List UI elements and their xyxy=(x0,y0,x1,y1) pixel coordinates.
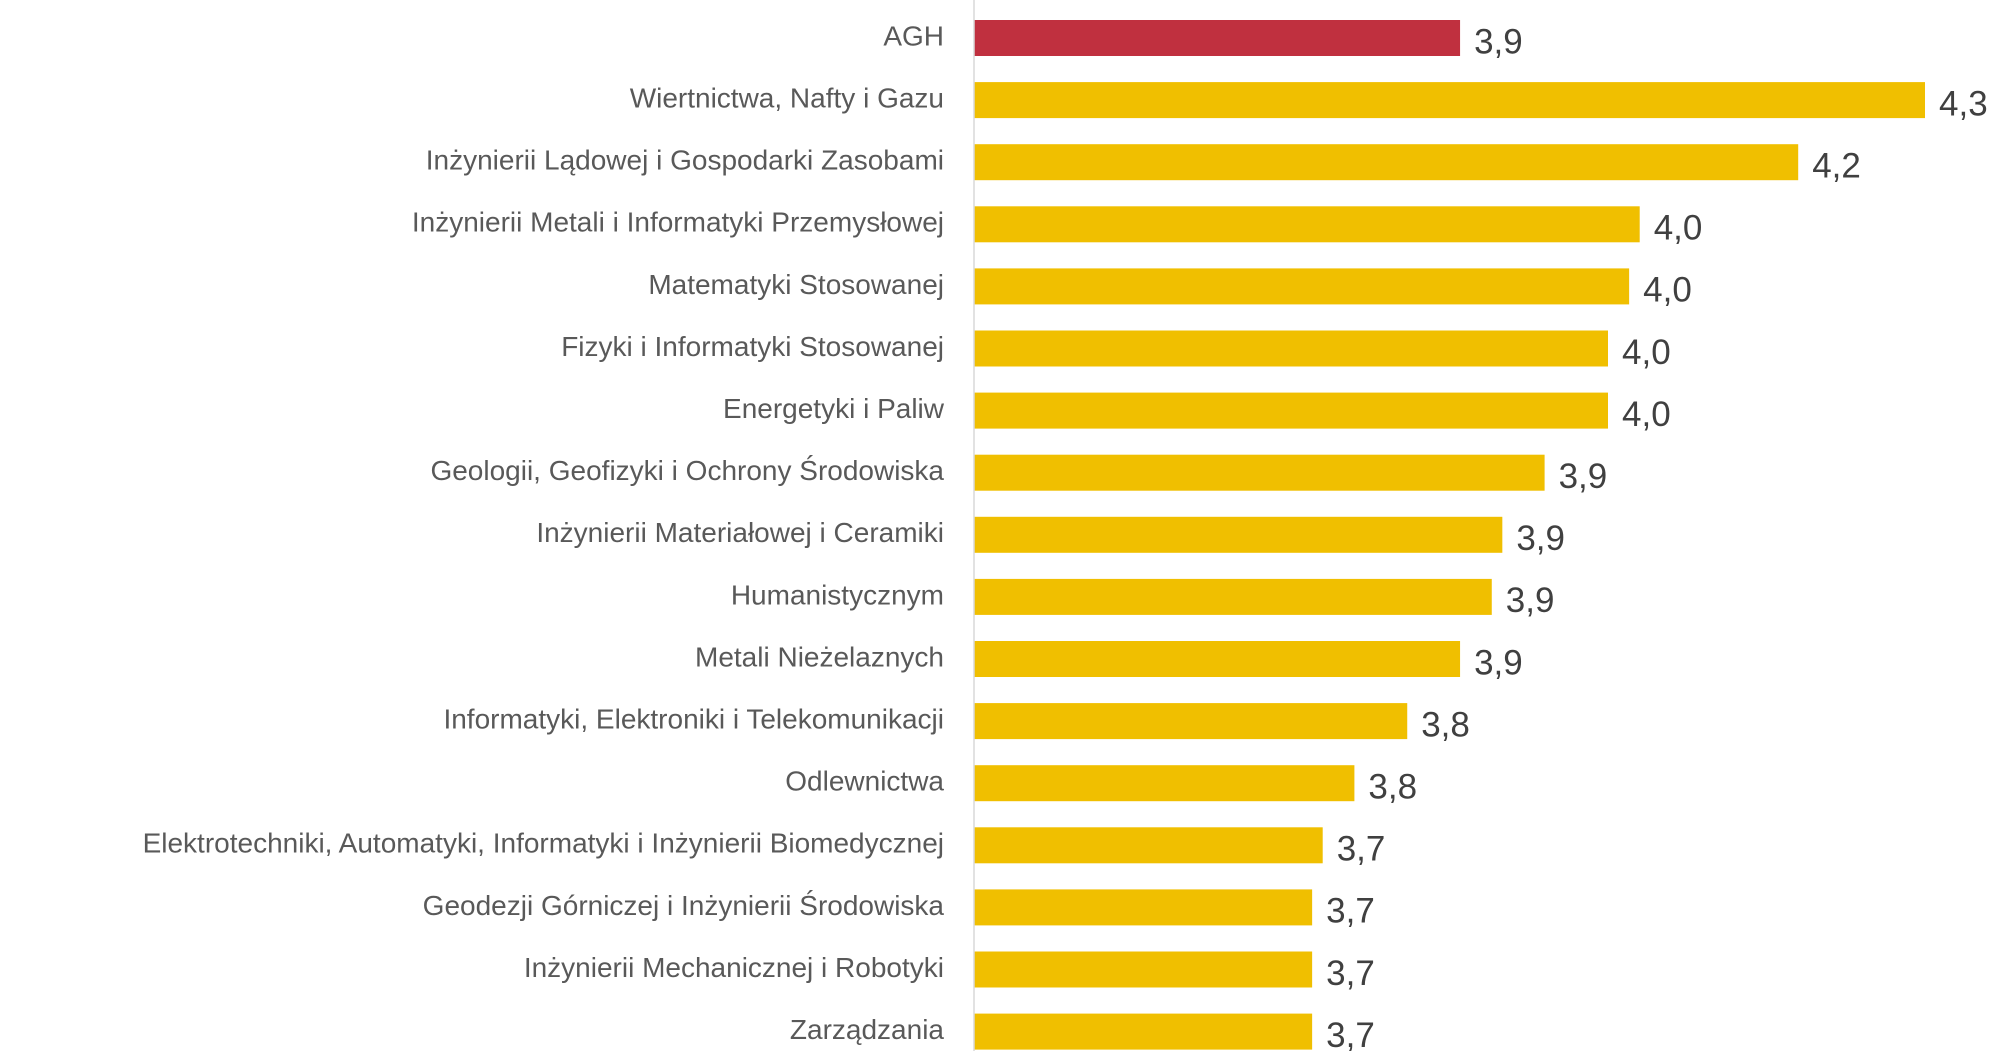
bar xyxy=(974,82,1925,119)
bar xyxy=(974,827,1323,864)
value-label: 3,7 xyxy=(1326,1016,1375,1051)
bar xyxy=(974,641,1461,677)
bar xyxy=(974,392,1608,429)
value-label: 4,3 xyxy=(1939,84,1988,123)
value-label: 4,2 xyxy=(1812,146,1861,185)
value-label: 3,9 xyxy=(1474,22,1523,61)
bar xyxy=(974,206,1640,243)
bar xyxy=(974,268,1630,305)
bar xyxy=(974,1013,1313,1050)
value-label: 3,7 xyxy=(1326,892,1375,931)
value-label: 3,7 xyxy=(1326,954,1375,993)
bar xyxy=(974,330,1608,367)
value-label: 4,0 xyxy=(1622,333,1671,372)
category-label: AGH xyxy=(883,20,944,51)
category-label: Inżynierii Lądowej i Gospodarki Zasobami xyxy=(426,145,944,176)
value-label: 3,9 xyxy=(1506,581,1555,620)
bar xyxy=(974,454,1545,491)
bar xyxy=(974,20,1461,56)
value-label: 4,0 xyxy=(1654,209,1703,248)
bar xyxy=(974,578,1492,615)
category-label: Zarządzania xyxy=(790,1014,945,1045)
category-label: Metali Nieżelaznych xyxy=(695,641,944,672)
bar xyxy=(974,144,1799,181)
bar xyxy=(974,765,1355,802)
value-label: 3,9 xyxy=(1559,457,1608,496)
category-label: Inżynierii Materiałowej i Ceramiki xyxy=(536,517,944,548)
value-label: 4,0 xyxy=(1622,395,1671,434)
value-label: 3,8 xyxy=(1368,767,1417,806)
category-label: Wiertnictwa, Nafty i Gazu xyxy=(630,82,944,113)
value-label: 3,9 xyxy=(1516,519,1565,558)
value-label: 4,0 xyxy=(1643,271,1692,310)
category-label: Energetyki i Paliw xyxy=(723,393,945,424)
category-label: Elektrotechniki, Automatyki, Informatyki… xyxy=(143,828,944,859)
category-label: Fizyki i Informatyki Stosowanej xyxy=(561,331,944,362)
category-label: Odlewnictwa xyxy=(785,766,944,797)
bar xyxy=(974,516,1503,553)
bar xyxy=(974,889,1313,926)
category-label: Humanistycznym xyxy=(731,579,944,610)
category-label: Inżynierii Mechanicznej i Robotyki xyxy=(524,952,944,983)
value-label: 3,9 xyxy=(1474,643,1523,682)
category-label: Informatyki, Elektroniki i Telekomunikac… xyxy=(443,703,944,734)
category-label: Geologii, Geofizyki i Ochrony Środowiska xyxy=(430,454,944,486)
category-label: Geodezji Górniczej i Inżynierii Środowis… xyxy=(423,889,945,921)
bar xyxy=(974,951,1313,988)
category-label: Matematyki Stosowanej xyxy=(648,269,944,300)
value-label: 3,7 xyxy=(1337,830,1386,869)
value-label: 3,8 xyxy=(1421,705,1470,744)
bar xyxy=(974,703,1408,740)
category-label: Inżynierii Metali i Informatyki Przemysł… xyxy=(412,207,944,238)
